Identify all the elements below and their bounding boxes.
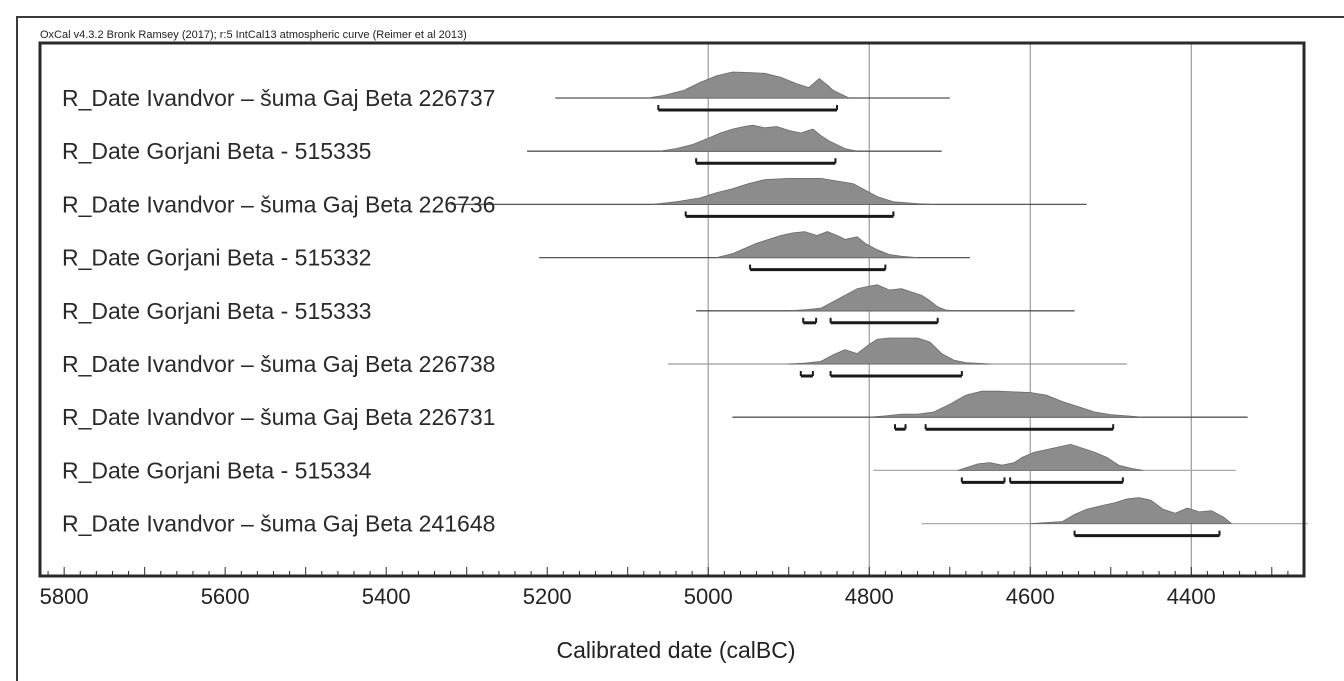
posterior-distribution-3 bbox=[651, 178, 934, 205]
posterior-distribution-9 bbox=[1030, 497, 1233, 524]
x-axis: 5800 5600 5400 5200 5000 4800 4600 4400 bbox=[40, 567, 1305, 609]
posterior-distribution-4 bbox=[716, 231, 918, 258]
distributions-layer bbox=[647, 71, 1233, 524]
figure-border bbox=[16, 16, 1344, 681]
posterior-distribution-6 bbox=[788, 337, 991, 365]
series-label-1: R_Date Ivandvor – šuma Gaj Beta 226737 bbox=[62, 85, 495, 111]
posterior-distribution-8 bbox=[957, 443, 1144, 471]
series-label-2: R_Date Gorjani Beta - 515335 bbox=[62, 138, 371, 164]
series-label-8: R_Date Gorjani Beta - 515334 bbox=[62, 457, 372, 483]
series-label-9: R_Date Ivandvor – šuma Gaj Beta 241648 bbox=[62, 511, 495, 537]
grid-layer bbox=[707, 43, 1192, 576]
range-bars-layer bbox=[657, 105, 1221, 538]
series-label-7: R_Date Ivandvor – šuma Gaj Beta 226731 bbox=[62, 404, 495, 430]
x-tick-label-5600: 5600 bbox=[201, 584, 250, 609]
x-tick-label-5400: 5400 bbox=[362, 584, 411, 609]
x-axis-label: Calibrated date (calBC) bbox=[556, 637, 795, 663]
posterior-distribution-1 bbox=[647, 71, 850, 99]
posterior-distribution-7 bbox=[869, 390, 1144, 418]
x-tick-label-5000: 5000 bbox=[684, 584, 733, 609]
posterior-distribution-2 bbox=[659, 124, 858, 152]
oxcal-credit: OxCal v4.3.2 Bronk Ramsey (2017); r:5 In… bbox=[40, 29, 467, 41]
series-label-6: R_Date Ivandvor – šuma Gaj Beta 226738 bbox=[62, 351, 495, 377]
x-tick-label-5200: 5200 bbox=[523, 584, 572, 609]
series-label-4: R_Date Gorjani Beta - 515332 bbox=[62, 245, 371, 271]
series-label-5: R_Date Gorjani Beta - 515333 bbox=[62, 298, 371, 324]
x-tick-label-4400: 4400 bbox=[1167, 584, 1216, 609]
posterior-distribution-5 bbox=[788, 284, 958, 312]
x-tick-label-4800: 4800 bbox=[845, 584, 894, 609]
x-tick-label-5800: 5800 bbox=[40, 584, 89, 609]
labels-layer: R_Date Ivandvor – šuma Gaj Beta 226737 R_… bbox=[62, 85, 495, 537]
series-label-3: R_Date Ivandvor – šuma Gaj Beta 226736 bbox=[62, 191, 495, 217]
plot-frame bbox=[38, 41, 1306, 578]
x-tick-label-4600: 4600 bbox=[1006, 584, 1055, 609]
